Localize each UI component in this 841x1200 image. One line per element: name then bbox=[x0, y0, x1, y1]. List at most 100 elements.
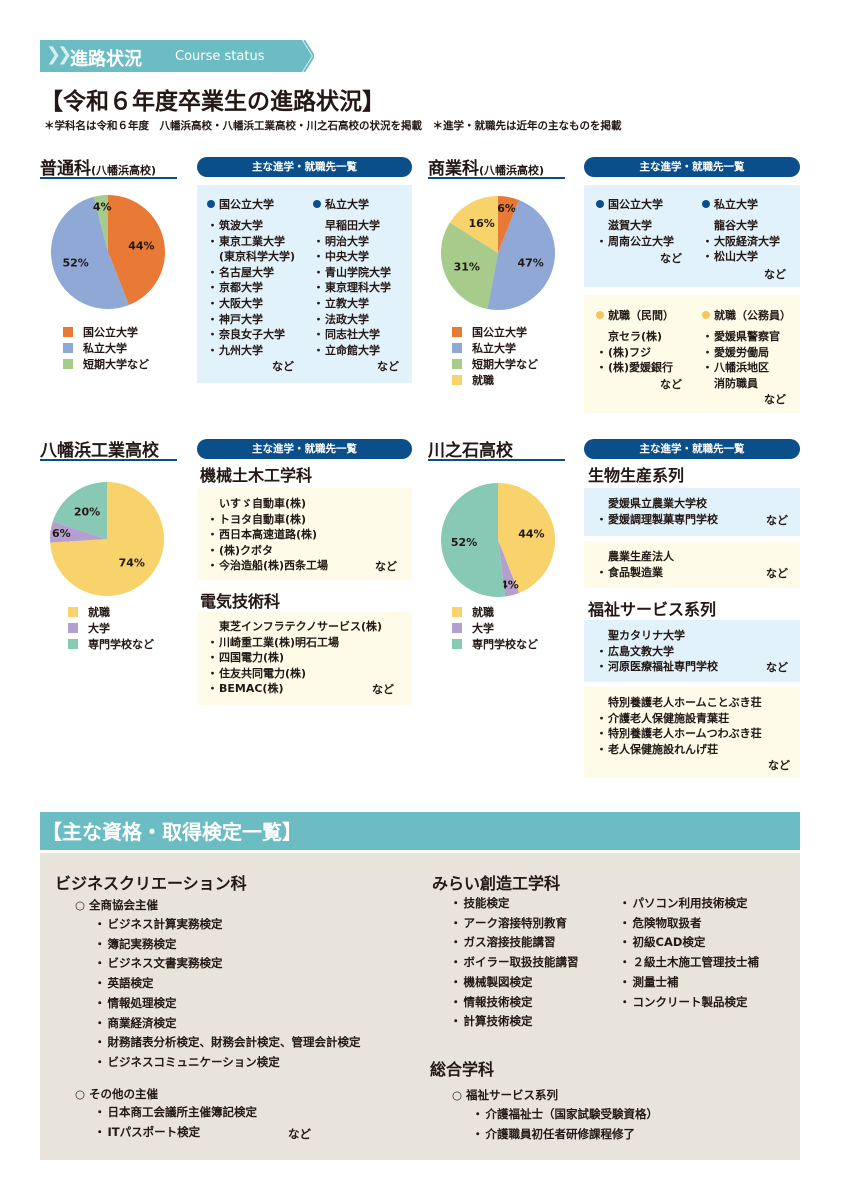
dot-icon bbox=[596, 200, 604, 208]
legend-swatch bbox=[68, 623, 78, 633]
school-list: 愛媛県立農業大学校愛媛調理製菓専門学校 bbox=[596, 496, 718, 527]
list-item: 消防職員 bbox=[714, 376, 758, 390]
pill-heading: 主な進学・就職先一覧 bbox=[584, 439, 800, 459]
legend-label: 大学 bbox=[472, 622, 494, 635]
list-item: 技能検定 bbox=[450, 894, 579, 914]
list-item: 龍谷大学 bbox=[714, 219, 758, 232]
list-item: 大阪経済大学 bbox=[702, 234, 780, 250]
legend-swatch bbox=[452, 375, 462, 385]
pie-label: 44% bbox=[518, 528, 544, 541]
group-heading: ○ 全商協会主催 bbox=[75, 898, 159, 912]
list-item: ２級土木施工管理技士補 bbox=[619, 953, 760, 973]
legend-item: 国公立大学 bbox=[452, 325, 538, 341]
legend-swatch bbox=[68, 639, 78, 649]
company-list: 農業生産法人食品製造業 bbox=[596, 549, 674, 580]
banner-subtitle: Course status bbox=[175, 49, 265, 64]
qual-list: 技能検定アーク溶接特別教育ガス溶接技能講習ボイラー取扱技能講習機械製図検定情報技… bbox=[450, 894, 579, 1032]
etc-text: など bbox=[766, 567, 788, 580]
employment-box: 就職（民間） 京セラ(株) (株)フジ(株)愛媛銀行 など 就職（公務員） 愛媛県… bbox=[584, 295, 800, 413]
list-item: 老人保健施設れんげ荘 bbox=[596, 742, 762, 758]
list-item: 周南公立大学 bbox=[596, 234, 674, 250]
destinations-box: いすゞ自動車(株) トヨタ自動車(株)西日本高速道路(株)(株)クボタ今治造船(株… bbox=[197, 488, 412, 580]
list-item: 特別養護老人ホームことぶき荘 bbox=[608, 696, 762, 709]
list-item: 名古屋大学 bbox=[207, 265, 295, 281]
private-list: 龍谷大学大阪経済大学松山大学 bbox=[702, 218, 780, 265]
list-item: 食品製造業 bbox=[596, 565, 674, 581]
list-item: ガス溶接技能講習 bbox=[450, 933, 579, 953]
list-item: 京都大学 bbox=[207, 280, 295, 296]
list-item: 明治大学 bbox=[313, 234, 391, 250]
qualifications-banner: 【主な資格・取得検定一覧】 bbox=[40, 812, 800, 850]
legend-item: 短期大学など bbox=[452, 357, 538, 373]
company-list: いすゞ自動車(株) トヨタ自動車(株)西日本高速道路(株)(株)クボタ今治造船(株… bbox=[207, 496, 328, 574]
list-item: 愛媛労働局 bbox=[702, 345, 780, 361]
national-list: 筑波大学東京工業大学(東京科学大学)名古屋大学京都大学大阪大学神戸大学奈良女子大… bbox=[207, 218, 295, 358]
legend-item: 国公立大学 bbox=[63, 325, 149, 341]
legend-swatch bbox=[68, 607, 78, 617]
page-title: 【令和６年度卒業生の進路状況】 bbox=[40, 89, 385, 115]
title-underline bbox=[428, 459, 565, 461]
list-item: 東京工業大学 bbox=[207, 234, 295, 250]
list-item: 立教大学 bbox=[313, 296, 391, 312]
list-item: ITパスポート検定 bbox=[94, 1123, 257, 1143]
etc-text: など bbox=[372, 683, 394, 696]
pie-slice bbox=[487, 200, 555, 310]
list-item: ビジネス計算実務検定 bbox=[94, 915, 361, 935]
list-item: 法政大学 bbox=[313, 312, 391, 328]
legend-label: 専門学校など bbox=[472, 638, 538, 651]
col-heading: 私立大学 bbox=[702, 196, 758, 212]
pie-slice bbox=[441, 222, 498, 309]
list-item: 滋賀大学 bbox=[608, 219, 652, 232]
pie-chart-shogyo: 6% 47% 31% 16% bbox=[441, 196, 555, 310]
etc-text: など bbox=[288, 1127, 311, 1141]
circle-icon: ○ bbox=[452, 1088, 467, 1102]
list-item: 愛媛県立農業大学校 bbox=[608, 497, 707, 510]
pill-heading: 主な進学・就職先一覧 bbox=[197, 439, 412, 459]
list-item: 川崎重工業(株)明石工場 bbox=[207, 635, 382, 651]
col-heading: 国公立大学 bbox=[596, 196, 663, 212]
pie-slice bbox=[108, 195, 165, 305]
banner-title: 進路状況 bbox=[70, 49, 142, 70]
dept-heading: 生物生産系列 bbox=[588, 466, 685, 485]
list-item: 農業生産法人 bbox=[608, 550, 674, 563]
kawanoishi-title: 川之石高校 bbox=[428, 441, 513, 461]
dept-heading: 機械土木工学科 bbox=[200, 466, 313, 485]
legend-label: 私立大学 bbox=[472, 342, 516, 355]
futsuka-title: 普通科(八幡浜高校) bbox=[40, 154, 156, 179]
pie-label: 74% bbox=[119, 556, 145, 569]
school-name: (八幡浜高校) bbox=[479, 164, 545, 177]
list-item: (株)愛媛銀行 bbox=[596, 360, 673, 376]
list-item: コンクリート製品検定 bbox=[619, 993, 759, 1013]
list-item: ビジネス文書実務検定 bbox=[94, 954, 361, 974]
pie-chart-kawanoishi: 44% 4% 52% bbox=[441, 483, 555, 597]
list-item: 西日本高速道路(株) bbox=[207, 527, 328, 543]
legend-swatch bbox=[452, 359, 462, 369]
legend-shogyo: 国公立大学 私立大学短期大学など 就職 bbox=[452, 325, 538, 389]
list-item: パソコン利用技術検定 bbox=[619, 894, 759, 914]
kogyo-title: 八幡浜工業高校 bbox=[40, 441, 159, 461]
legend-item: 大学 bbox=[68, 621, 154, 637]
list-item: 介護職員初任者研修課程修了 bbox=[472, 1125, 658, 1145]
legend-swatch bbox=[452, 327, 462, 337]
legend-swatch bbox=[63, 327, 73, 337]
list-item: 神戸大学 bbox=[207, 312, 295, 328]
legend-kawanoishi: 就職 大学 専門学校など bbox=[452, 605, 538, 653]
etc-text: など bbox=[766, 514, 788, 527]
qual-list: パソコン利用技術検定危険物取扱者初級CAD検定２級土木施工管理技士補測量士補コン… bbox=[619, 894, 760, 1013]
list-item: (東京科学大学) bbox=[219, 250, 296, 264]
dot-icon bbox=[207, 200, 215, 208]
list-item: 愛媛県警察官 bbox=[702, 329, 780, 345]
dept-heading: ビジネスクリエーション科 bbox=[55, 874, 247, 893]
legend-label: 就職 bbox=[472, 374, 494, 387]
pie-slice bbox=[449, 196, 498, 253]
list-item: アーク溶接特別教育 bbox=[450, 914, 579, 934]
pie-slice bbox=[51, 196, 129, 309]
legend-label: 専門学校など bbox=[88, 638, 154, 651]
page-note: ＊学科名は令和６年度 八幡浜高校・八幡浜工業高校・川之石高校の状況を掲載 ＊進学… bbox=[44, 120, 622, 132]
legend-swatch bbox=[452, 607, 462, 617]
legend-label: 国公立大学 bbox=[83, 326, 138, 339]
list-item: 早稲田大学 bbox=[325, 219, 380, 232]
legend-item: 専門学校など bbox=[452, 637, 538, 653]
pie-slice bbox=[441, 483, 506, 597]
etc-text: など bbox=[660, 252, 682, 265]
